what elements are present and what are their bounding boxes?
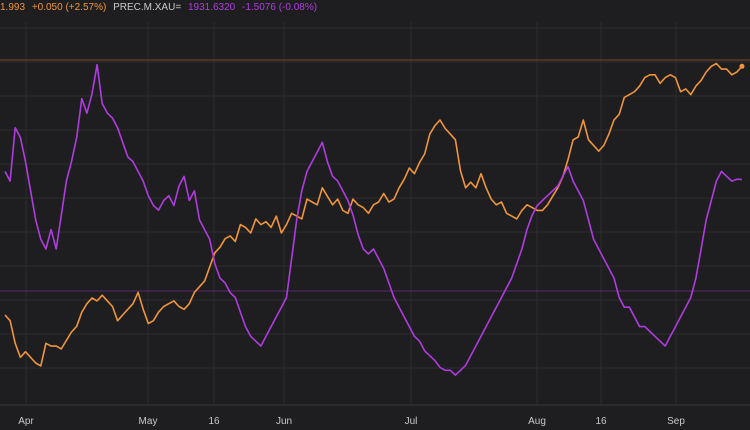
series2-name: PREC.M.XAU= — [113, 2, 182, 13]
x-tick-label: May — [139, 416, 158, 427]
series2-line — [4, 63, 743, 376]
series1-line — [4, 62, 743, 367]
x-tick-label: Jul — [405, 416, 418, 427]
x-tick-label: Apr — [18, 416, 34, 427]
x-tick-label: Aug — [528, 416, 546, 427]
series1-change: +0.050 (+2.57%) — [31, 2, 107, 13]
x-tick-label: 16 — [595, 416, 607, 427]
series2-change: -1.5076 (-0.08%) — [242, 2, 318, 13]
x-tick-label: Jun — [276, 416, 292, 427]
series1-price: 1.993 — [0, 2, 26, 13]
x-tick-label: 16 — [208, 416, 220, 427]
series1-last-point — [739, 63, 745, 69]
x-tick-label: Sep — [667, 416, 685, 427]
series2-price: 1931.6320 — [187, 2, 236, 13]
chart-legend: 1.993 +0.050 (+2.57%) PREC.M.XAU= 1931.6… — [0, 2, 321, 13]
